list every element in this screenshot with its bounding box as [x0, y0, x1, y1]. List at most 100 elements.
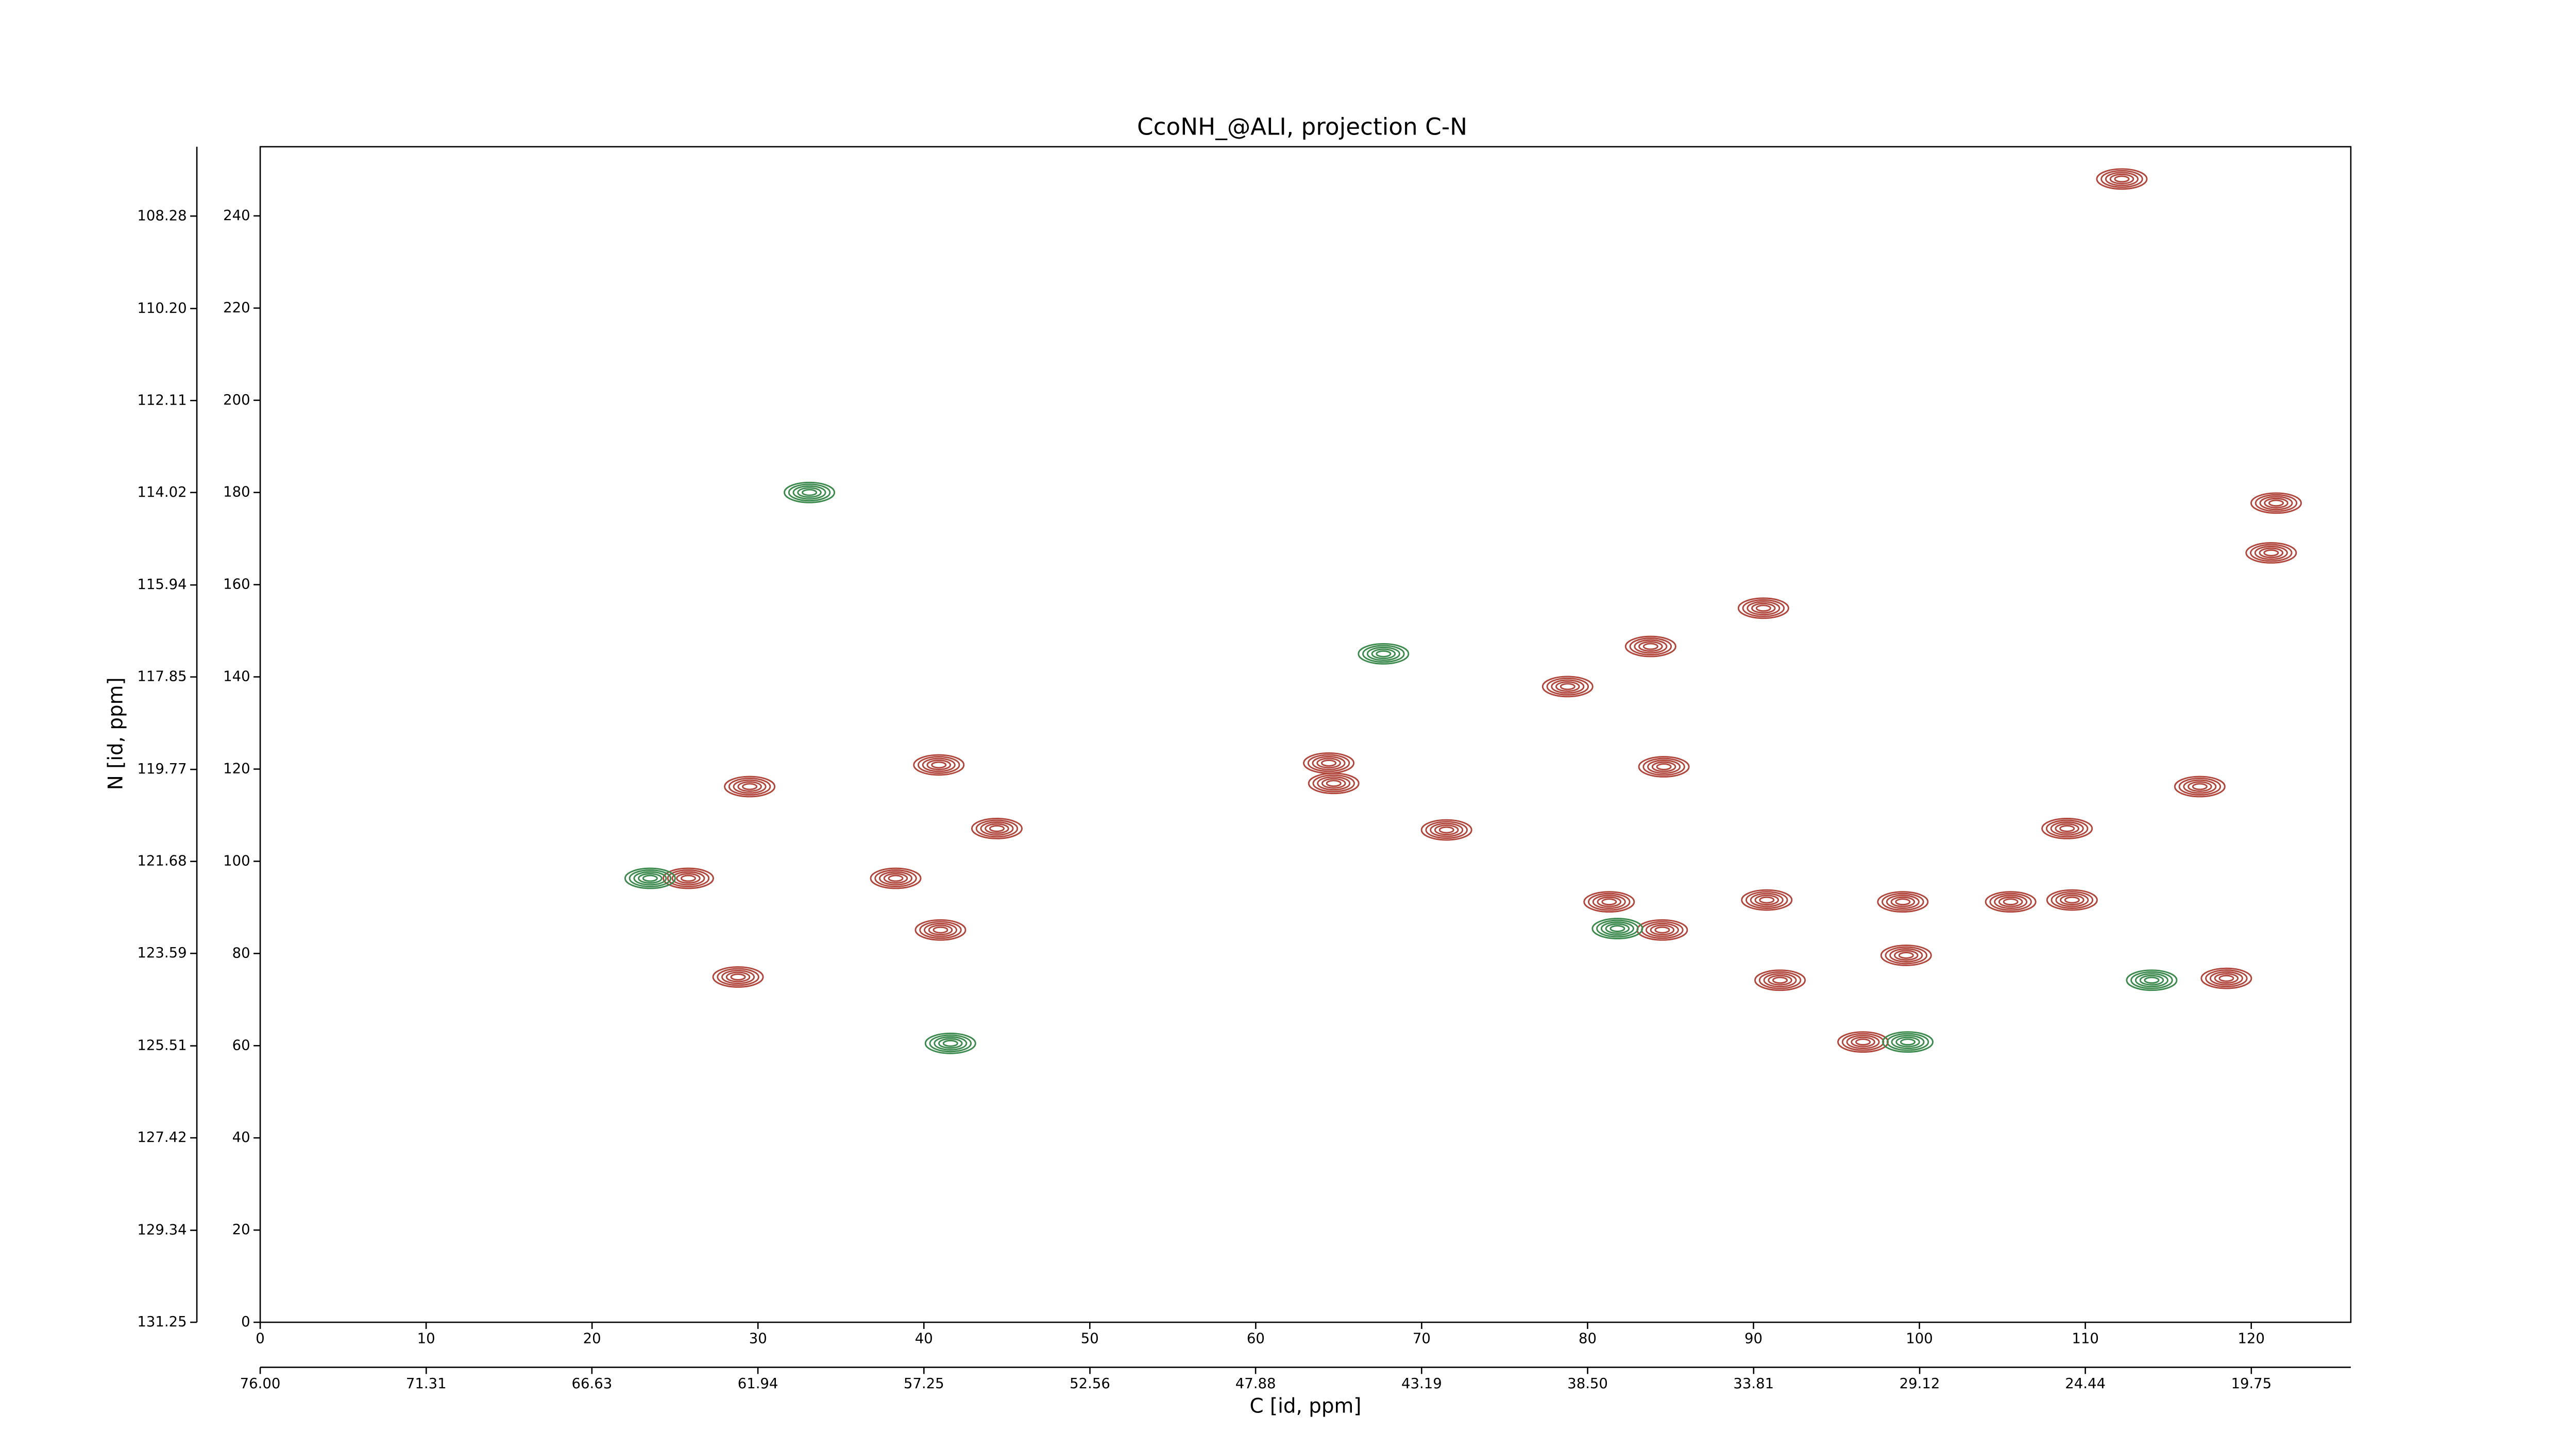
contour-ring: [1434, 824, 1459, 835]
contour-ring: [874, 869, 917, 887]
contour-ring: [1882, 892, 1924, 911]
contour-ring: [2059, 825, 2075, 832]
contour-ring: [624, 867, 676, 889]
contour-ring: [1317, 776, 1351, 791]
contour-ring: [2178, 778, 2222, 796]
contour-ring: [929, 1034, 972, 1053]
contour-ring: [680, 874, 697, 882]
contour-ring: [1647, 760, 1681, 774]
contour-ring: [926, 760, 952, 770]
x2-tick-label: 38.50: [1567, 1375, 1608, 1392]
contour-ring: [742, 783, 758, 790]
contour-ring: [924, 1032, 976, 1054]
contour-ring: [2259, 496, 2293, 511]
x2-tick-label: 19.75: [2231, 1375, 2272, 1392]
x-tick-label: 10: [417, 1330, 435, 1346]
contour-ring: [1601, 898, 1617, 906]
contour-ring: [1882, 1031, 1934, 1053]
contour-ring: [1651, 761, 1676, 772]
y2-tick-label: 108.28: [137, 207, 187, 224]
contour-ring: [797, 487, 822, 498]
x2-tick-label: 29.12: [1900, 1375, 1940, 1392]
contour-ring: [784, 481, 836, 503]
x-tick-label: 0: [256, 1330, 264, 1346]
peak: [1420, 819, 1472, 841]
contour-ring: [1312, 774, 1355, 793]
contour-ring: [2245, 542, 2297, 564]
contour-ring: [733, 779, 767, 794]
contour-ring: [1592, 895, 1626, 909]
contour-ring: [975, 819, 1019, 838]
contour-ring: [1583, 891, 1635, 913]
y-tick-label: 20: [232, 1221, 250, 1238]
y2-tick-label: 115.94: [137, 576, 187, 593]
x-tick-label: 70: [1413, 1330, 1431, 1346]
contour-ring: [933, 926, 948, 934]
peak: [1303, 752, 1355, 774]
contour-ring: [2205, 969, 2248, 988]
peak: [662, 867, 714, 889]
y2-tick-label: 119.77: [137, 761, 187, 777]
y-tick-label: 40: [232, 1129, 250, 1145]
contour-ring: [942, 1039, 958, 1047]
contour-ring: [676, 873, 701, 884]
contour-ring: [1642, 643, 1658, 650]
contour-ring: [1758, 971, 1802, 989]
y2-tick-label: 125.51: [137, 1037, 187, 1054]
contour-ring: [1989, 892, 2032, 911]
contour-ring: [1737, 597, 1789, 619]
y2-tick-label: 129.34: [137, 1222, 187, 1238]
contour-ring: [2188, 781, 2212, 792]
contour-ring: [2218, 974, 2234, 982]
contour-ring: [1754, 969, 1806, 991]
contour-ring: [1362, 645, 1405, 663]
contour-ring: [1890, 896, 1916, 907]
contour-ring: [1312, 756, 1346, 770]
peak: [971, 818, 1023, 839]
contour-ring: [1880, 945, 1932, 966]
y-tick-label: 160: [223, 576, 250, 593]
contour-ring: [914, 919, 967, 941]
contour-ring: [1891, 1035, 1925, 1050]
contour-ring: [913, 754, 965, 776]
contour-ring: [788, 483, 831, 502]
contour-ring: [2174, 776, 2226, 798]
peak: [1638, 756, 1690, 778]
contour-ring: [1998, 896, 2023, 907]
peak: [870, 867, 922, 889]
contour-ring: [1994, 895, 2028, 909]
x-tick-label: 20: [583, 1330, 601, 1346]
contour-ring: [2264, 497, 2289, 509]
contour-ring: [1321, 759, 1337, 767]
peak: [1636, 919, 1688, 941]
peak: [2096, 168, 2148, 190]
contour-ring: [2259, 547, 2284, 559]
contour-ring: [2192, 783, 2208, 790]
contour-ring: [2045, 819, 2089, 838]
y2-tick-label: 131.25: [137, 1313, 187, 1330]
contour-ring: [1741, 889, 1793, 911]
contour-ring: [2183, 779, 2217, 794]
peak: [784, 481, 836, 503]
contour-ring: [1638, 756, 1690, 778]
contour-ring: [1654, 926, 1670, 934]
x2-tick-label: 52.56: [1070, 1375, 1110, 1392]
contour-ring: [2255, 494, 2298, 512]
contour-ring: [934, 1036, 968, 1051]
contour-ring: [1588, 892, 1631, 911]
peak: [1308, 772, 1360, 795]
contour-ring: [1985, 891, 2037, 913]
contour-ring: [802, 488, 818, 496]
contour-ring: [971, 818, 1023, 839]
contour-ring: [1376, 650, 1392, 658]
contour-ring: [1656, 763, 1672, 770]
contour-ring: [2060, 895, 2084, 905]
y-tick-label: 60: [232, 1037, 250, 1053]
contour-ring: [792, 485, 826, 500]
contour-ring: [1541, 676, 1594, 698]
contour-ring: [638, 873, 663, 884]
contour-ring: [712, 966, 764, 988]
peak: [1985, 891, 2037, 913]
